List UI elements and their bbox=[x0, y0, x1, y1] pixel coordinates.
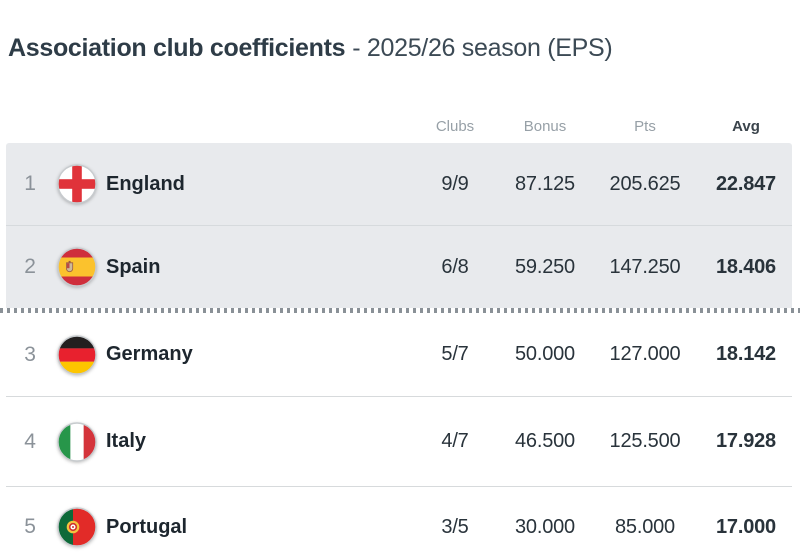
avg-value: 17.928 bbox=[716, 430, 776, 452]
clubs-value: 3/5 bbox=[441, 515, 469, 538]
table-row-germany[interactable]: 3 Germany 5/7 50.000 127.000 18.142 bbox=[6, 313, 792, 397]
column-header-clubs: Clubs bbox=[435, 117, 475, 135]
coefficients-table: 1 England 9/9 87.125 205.625 22.847 bbox=[0, 143, 800, 555]
avg-value: 17.000 bbox=[716, 515, 776, 538]
england-flag-icon bbox=[54, 164, 100, 204]
spain-flag-icon bbox=[54, 247, 100, 287]
pts-value: 125.500 bbox=[609, 430, 681, 452]
table-row-italy[interactable]: 4 Italy 4/7 46.500 125.500 17.928 bbox=[6, 397, 792, 487]
column-header-bonus: Bonus bbox=[523, 117, 567, 135]
clubs-value: 6/8 bbox=[441, 255, 469, 278]
title-main: Association club coefficients bbox=[8, 34, 346, 62]
pts-value: 85.000 bbox=[615, 515, 675, 538]
qualification-cutoff-dotted-line bbox=[0, 308, 800, 313]
table-row-england[interactable]: 1 England 9/9 87.125 205.625 22.847 bbox=[6, 143, 792, 225]
table-row-portugal[interactable]: 5 Portugal 3/5 30.000 bbox=[6, 487, 792, 555]
country-name: England bbox=[106, 172, 185, 195]
bonus-value: 46.500 bbox=[515, 430, 575, 452]
country-name: Germany bbox=[106, 343, 193, 365]
rank-label: 2 bbox=[24, 255, 36, 278]
pts-value: 147.250 bbox=[609, 255, 681, 278]
avg-value: 18.142 bbox=[716, 343, 776, 365]
country-name: Spain bbox=[106, 255, 161, 278]
clubs-value: 4/7 bbox=[441, 430, 469, 452]
country-name: Portugal bbox=[106, 515, 188, 538]
bonus-value: 87.125 bbox=[515, 172, 575, 195]
table-header: Clubs Bonus Pts Avg bbox=[6, 110, 792, 142]
rank-label: 3 bbox=[24, 342, 36, 366]
germany-flag-icon bbox=[54, 334, 100, 375]
column-header-pts: Pts bbox=[634, 117, 656, 135]
bonus-value: 59.250 bbox=[515, 255, 575, 278]
pts-value: 127.000 bbox=[609, 343, 681, 365]
bonus-value: 30.000 bbox=[515, 515, 575, 538]
column-header-avg: Avg bbox=[732, 117, 760, 135]
clubs-value: 9/9 bbox=[441, 172, 469, 195]
title-season: - 2025/26 season (EPS) bbox=[352, 34, 613, 62]
page-title: Association club coefficients - 2025/26 s… bbox=[8, 34, 613, 63]
avg-value: 22.847 bbox=[716, 172, 776, 195]
bonus-value: 50.000 bbox=[515, 343, 575, 365]
italy-flag-icon bbox=[54, 421, 100, 462]
rank-label: 1 bbox=[24, 172, 36, 195]
avg-value: 18.406 bbox=[716, 255, 776, 278]
country-name: Italy bbox=[106, 430, 147, 452]
pts-value: 205.625 bbox=[609, 172, 681, 195]
clubs-value: 5/7 bbox=[441, 343, 469, 365]
rank-label: 5 bbox=[24, 515, 36, 538]
table-row-spain[interactable]: 2 Spain 6/8 59.250 147.250 18 bbox=[6, 225, 792, 308]
rank-label: 4 bbox=[24, 429, 36, 453]
portugal-flag-icon bbox=[54, 507, 100, 547]
